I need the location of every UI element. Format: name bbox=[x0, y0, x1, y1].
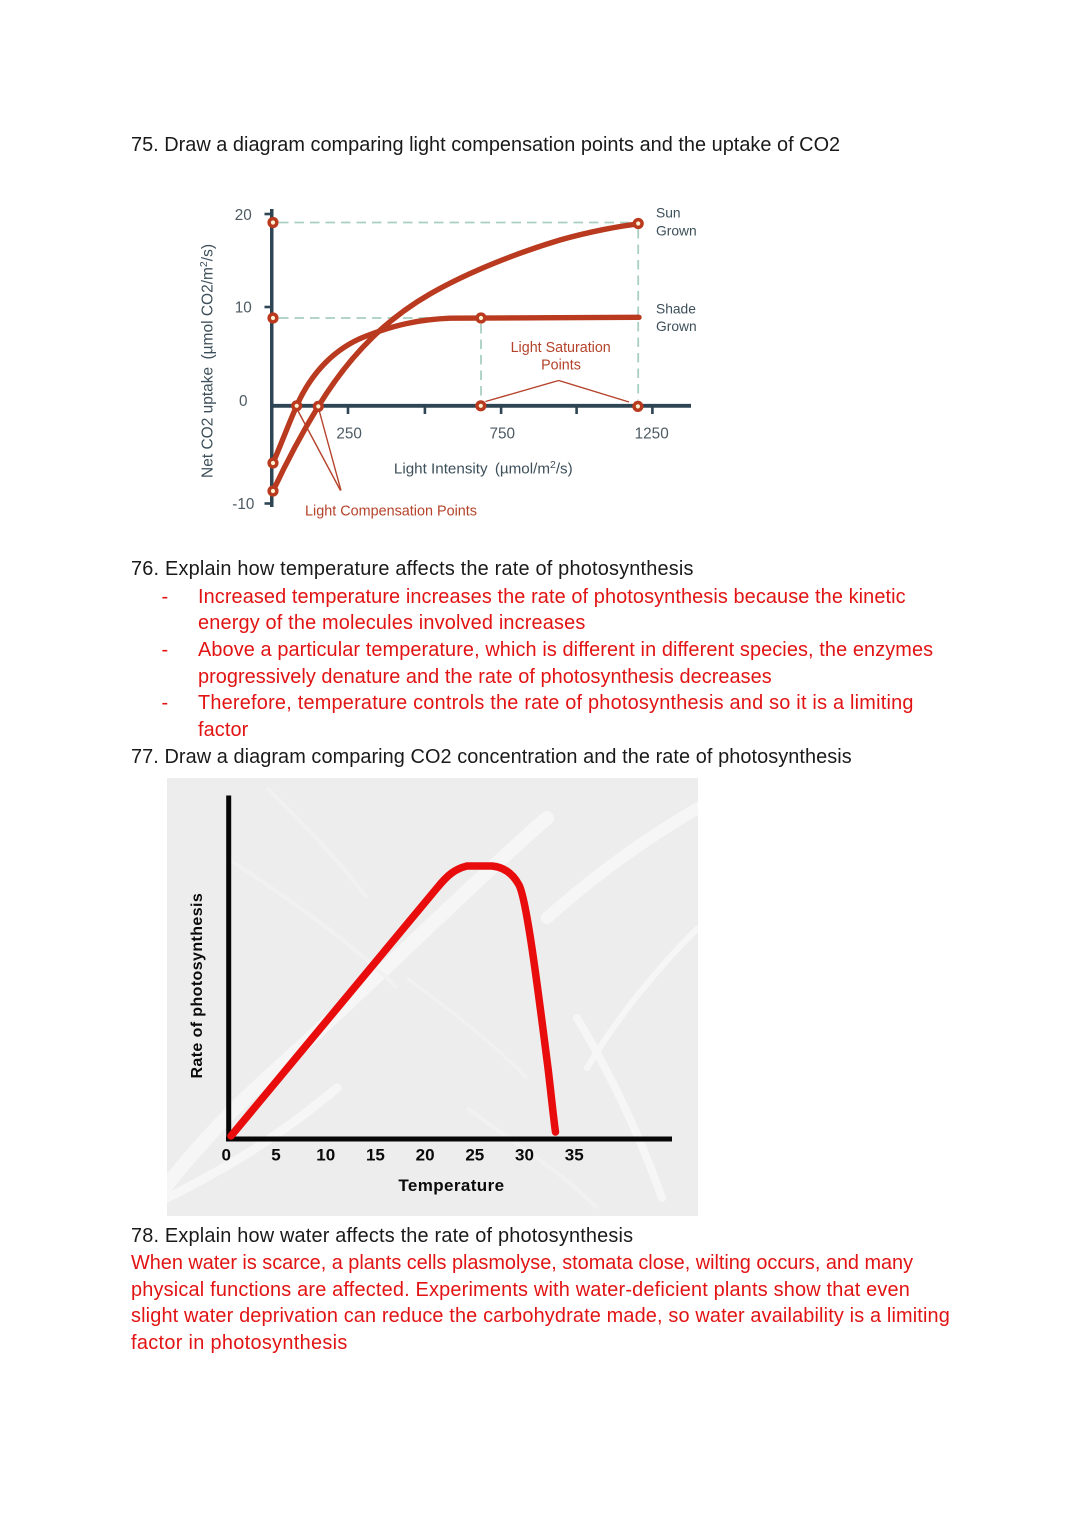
svg-text:250: 250 bbox=[336, 425, 362, 442]
svg-text:Grown: Grown bbox=[656, 223, 697, 238]
svg-text:20: 20 bbox=[416, 1146, 435, 1165]
svg-text:15: 15 bbox=[366, 1146, 385, 1165]
svg-text:5: 5 bbox=[271, 1146, 280, 1165]
svg-text:Points: Points bbox=[541, 357, 581, 373]
svg-text:10: 10 bbox=[316, 1146, 335, 1165]
svg-text:10: 10 bbox=[235, 300, 252, 317]
svg-text:Light Compensation Points: Light Compensation Points bbox=[305, 503, 477, 519]
svg-text:Light Intensity (µmol/m2/s): Light Intensity (µmol/m2/s) bbox=[394, 459, 573, 478]
svg-text:Rate of photosynthesis: Rate of photosynthesis bbox=[189, 893, 206, 1079]
svg-text:0: 0 bbox=[221, 1146, 230, 1165]
svg-text:Sun: Sun bbox=[656, 206, 681, 221]
svg-text:30: 30 bbox=[515, 1146, 534, 1165]
svg-text:Grown: Grown bbox=[656, 319, 697, 334]
svg-text:Light Saturation: Light Saturation bbox=[511, 340, 611, 356]
svg-text:25: 25 bbox=[465, 1146, 484, 1165]
svg-text:20: 20 bbox=[235, 207, 252, 224]
svg-text:0: 0 bbox=[239, 393, 248, 410]
svg-text:1250: 1250 bbox=[635, 425, 669, 442]
svg-text:Net CO2 uptake (µmol CO2/m2/s): Net CO2 uptake (µmol CO2/m2/s) bbox=[198, 244, 217, 478]
svg-text:-10: -10 bbox=[232, 496, 254, 513]
svg-text:Temperature: Temperature bbox=[398, 1176, 504, 1195]
svg-text:Shade: Shade bbox=[656, 301, 696, 316]
svg-text:35: 35 bbox=[565, 1146, 584, 1165]
svg-text:750: 750 bbox=[490, 425, 516, 442]
